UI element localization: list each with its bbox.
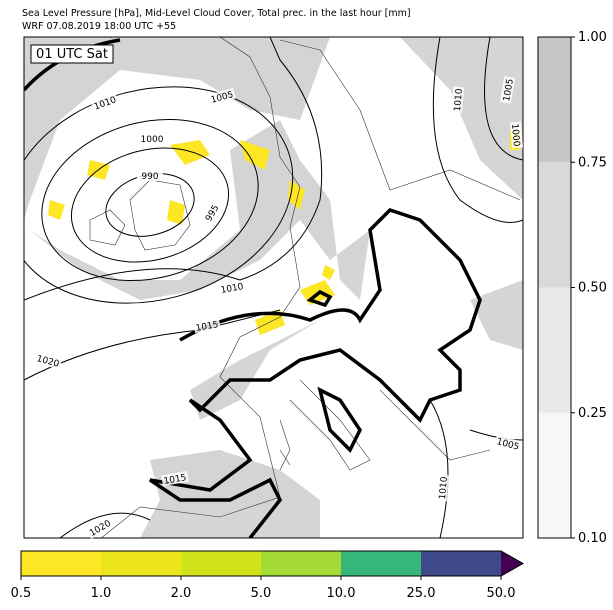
contour-label: 1015 <box>163 473 187 487</box>
colorbar-segment <box>261 551 341 576</box>
colorbar-segment <box>181 551 261 576</box>
isobars <box>24 37 523 538</box>
contour-label-bg <box>193 317 221 334</box>
contour-label: 990 <box>141 172 158 182</box>
tick-label: 5.0 <box>251 586 272 601</box>
tick-label: 25.0 <box>407 586 436 601</box>
colorbar-segment <box>421 551 501 576</box>
tick-label: 2.0 <box>171 586 192 601</box>
contour-label-bg <box>218 279 246 296</box>
contour-label-bg <box>435 474 450 502</box>
contour-label-bg <box>207 87 236 106</box>
contour-label-bg <box>90 92 119 113</box>
map-frame <box>23 36 524 539</box>
tick-label: 0.75 <box>578 155 607 170</box>
time-box <box>30 44 114 64</box>
time-label: 01 UTC Sat <box>36 47 108 62</box>
colorbar-segment <box>21 551 101 576</box>
tick-label: 0.10 <box>578 531 607 546</box>
colorbar-segment <box>538 412 571 538</box>
title: Sea Level Pressure [hPa], Mid-Level Clou… <box>22 8 411 19</box>
colorbar-segment <box>538 37 571 163</box>
colorbar-segment <box>341 551 421 576</box>
contour-label: 1000 <box>509 123 521 147</box>
tick-label: 0.50 <box>578 281 607 296</box>
contour-label-bg <box>161 470 189 487</box>
contour-label-bg <box>200 198 223 227</box>
subtitle: WRF 07.08.2019 18:00 UTC +55 <box>22 21 176 32</box>
cloud-cover <box>24 37 523 538</box>
contour-label-bg <box>137 170 163 181</box>
contour-label-bg <box>34 351 63 370</box>
contour-label-bg <box>139 133 165 144</box>
tick-label: 1.00 <box>578 30 607 45</box>
contour-label-bg <box>494 434 523 453</box>
contour-label: 1005 <box>502 78 516 102</box>
colorbar-frame <box>20 550 525 577</box>
contour-label: 1015 <box>195 320 219 334</box>
tick-label: 0.25 <box>578 406 607 421</box>
contour-label-bg <box>450 86 465 114</box>
contour-label: 1000 <box>141 135 164 145</box>
contour-label-bg <box>499 76 516 104</box>
tick-label: 1.0 <box>91 586 112 601</box>
tick-label: 0.5 <box>11 586 32 601</box>
colorbar-segment <box>538 287 571 413</box>
colorbar-extend <box>501 551 523 576</box>
cloud-colorbar: 0.10 0.25 0.50 0.75 1.00 <box>537 30 607 546</box>
tick-label: 10.0 <box>327 586 356 601</box>
contour-label: 1010 <box>438 476 450 500</box>
contour-label: 1010 <box>220 282 245 296</box>
map <box>24 37 523 538</box>
contour-label: 1010 <box>453 88 465 112</box>
contour-label-bg <box>509 121 524 149</box>
precip-colorbar: 0.5 1.0 2.0 5.0 10.0 25.0 50.0 <box>11 550 525 601</box>
colorbar-segment <box>538 162 571 288</box>
contour-label-bg <box>85 516 114 539</box>
colorbar-segment <box>101 551 181 576</box>
tick-label: 50.0 <box>487 586 516 601</box>
